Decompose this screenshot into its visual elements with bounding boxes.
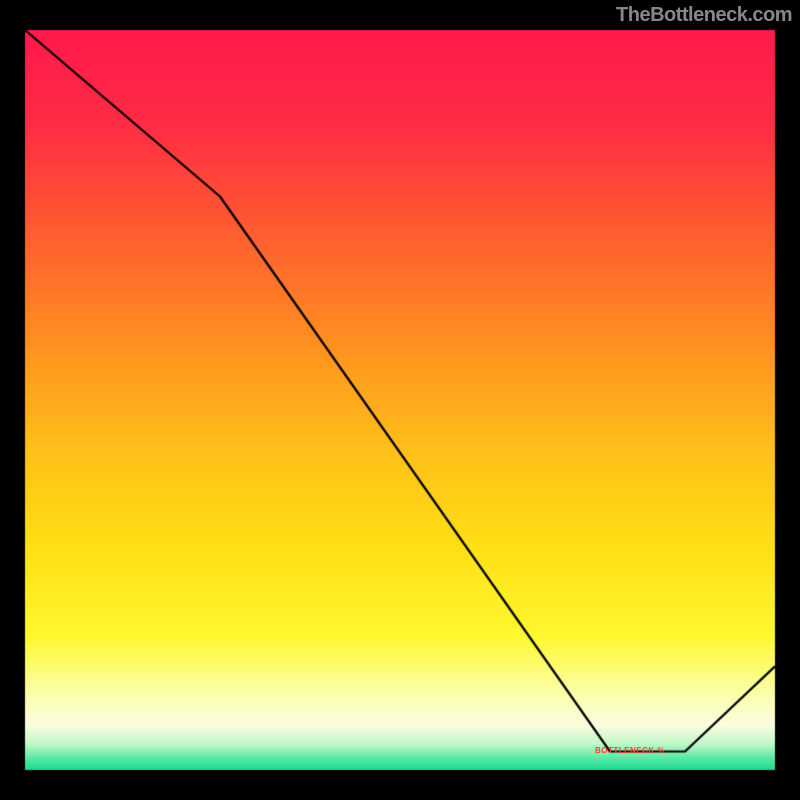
chart-container: TheBottleneck.com BOTTLENECK %	[0, 0, 800, 800]
gradient-chart-canvas	[0, 0, 800, 800]
watermark-text: TheBottleneck.com	[616, 4, 792, 27]
bottom-label-text: BOTTLENECK %	[595, 746, 665, 755]
